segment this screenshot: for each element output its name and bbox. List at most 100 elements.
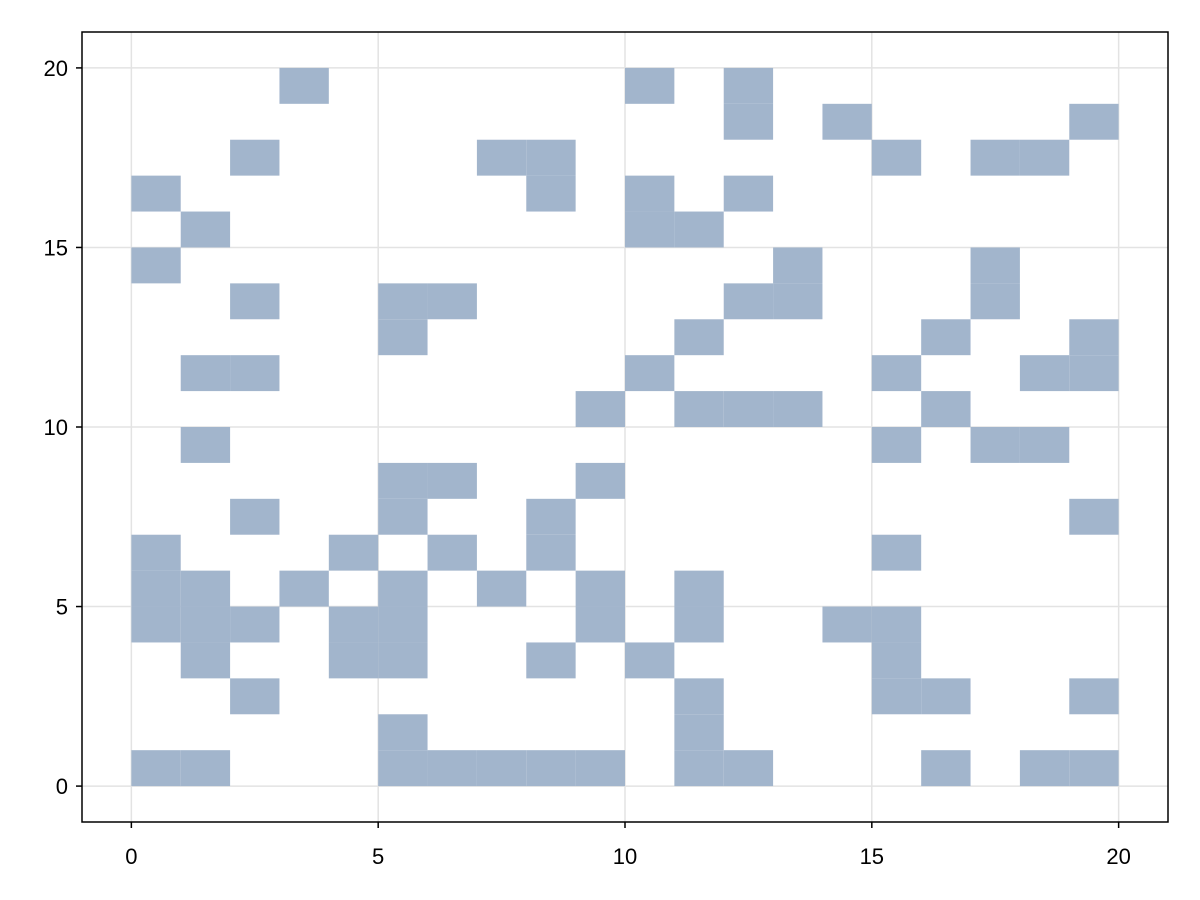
cell — [625, 67, 675, 104]
cell — [970, 427, 1020, 463]
cell — [773, 283, 823, 320]
cell — [180, 355, 231, 392]
cell — [476, 750, 527, 787]
cell — [921, 750, 971, 787]
cell — [674, 606, 724, 643]
cell — [378, 642, 428, 679]
cell — [378, 283, 428, 320]
cell — [526, 642, 576, 679]
cell — [674, 750, 724, 787]
cell — [970, 247, 1020, 284]
cell — [723, 391, 774, 427]
cell — [328, 606, 379, 643]
cell — [476, 139, 527, 176]
cell — [625, 642, 675, 679]
cell — [427, 750, 477, 787]
y-tick-label: 20 — [44, 56, 68, 81]
cell — [131, 570, 181, 607]
cell — [180, 750, 231, 787]
cell — [476, 570, 527, 607]
cell — [180, 211, 231, 248]
x-tick-label: 20 — [1106, 844, 1130, 869]
cell — [180, 570, 231, 607]
cell — [526, 139, 576, 176]
cell — [230, 678, 280, 715]
cell — [1069, 750, 1119, 787]
cell — [427, 534, 477, 571]
cell — [378, 462, 428, 499]
cell — [230, 139, 280, 176]
cell — [1069, 678, 1119, 715]
cell — [822, 103, 872, 140]
cell — [625, 211, 675, 248]
y-tick-label: 10 — [44, 415, 68, 440]
cell — [378, 750, 428, 787]
cell — [378, 570, 428, 607]
cell — [674, 678, 724, 715]
cell — [674, 211, 724, 248]
cell — [921, 319, 971, 356]
cell — [723, 103, 774, 140]
cell — [230, 606, 280, 643]
cell — [822, 606, 872, 643]
cell — [625, 355, 675, 392]
cell — [1019, 355, 1070, 392]
cell — [279, 570, 329, 607]
cell — [575, 570, 625, 607]
cell — [131, 606, 181, 643]
cell — [230, 498, 280, 535]
cell — [279, 67, 329, 104]
cell — [871, 534, 922, 571]
cell — [674, 391, 724, 427]
cell — [427, 283, 477, 320]
cell — [871, 139, 922, 176]
cell — [378, 498, 428, 535]
cell — [1069, 355, 1119, 392]
cell — [674, 570, 724, 607]
cell — [575, 391, 625, 427]
cell — [328, 642, 379, 679]
cell — [328, 534, 379, 571]
cell — [921, 678, 971, 715]
x-tick-label: 0 — [125, 844, 137, 869]
cell — [230, 283, 280, 320]
cell — [773, 247, 823, 284]
cell — [723, 283, 774, 320]
cell — [1019, 750, 1070, 787]
cell — [180, 427, 231, 463]
cell — [1069, 103, 1119, 140]
cell — [871, 606, 922, 643]
cell — [871, 642, 922, 679]
cell — [180, 642, 231, 679]
cell — [526, 175, 576, 212]
cell — [871, 427, 922, 463]
cell — [1069, 498, 1119, 535]
cell — [378, 714, 428, 751]
cell — [871, 678, 922, 715]
cell — [575, 606, 625, 643]
cell — [131, 534, 181, 571]
cell — [674, 319, 724, 356]
x-tick-label: 5 — [372, 844, 384, 869]
y-tick-label: 0 — [56, 774, 68, 799]
cell — [625, 175, 675, 212]
cell — [723, 67, 774, 104]
y-tick-label: 5 — [56, 595, 68, 620]
cell — [1019, 427, 1070, 463]
cell — [526, 750, 576, 787]
cell — [180, 606, 231, 643]
cell — [970, 139, 1020, 176]
cell — [970, 283, 1020, 320]
cell — [723, 175, 774, 212]
cell — [674, 714, 724, 751]
cell — [526, 534, 576, 571]
cell — [1019, 139, 1070, 176]
x-tick-label: 10 — [613, 844, 637, 869]
cell — [921, 391, 971, 427]
x-tick-label: 15 — [860, 844, 884, 869]
cell — [427, 462, 477, 499]
cell — [1069, 319, 1119, 356]
cell — [526, 498, 576, 535]
